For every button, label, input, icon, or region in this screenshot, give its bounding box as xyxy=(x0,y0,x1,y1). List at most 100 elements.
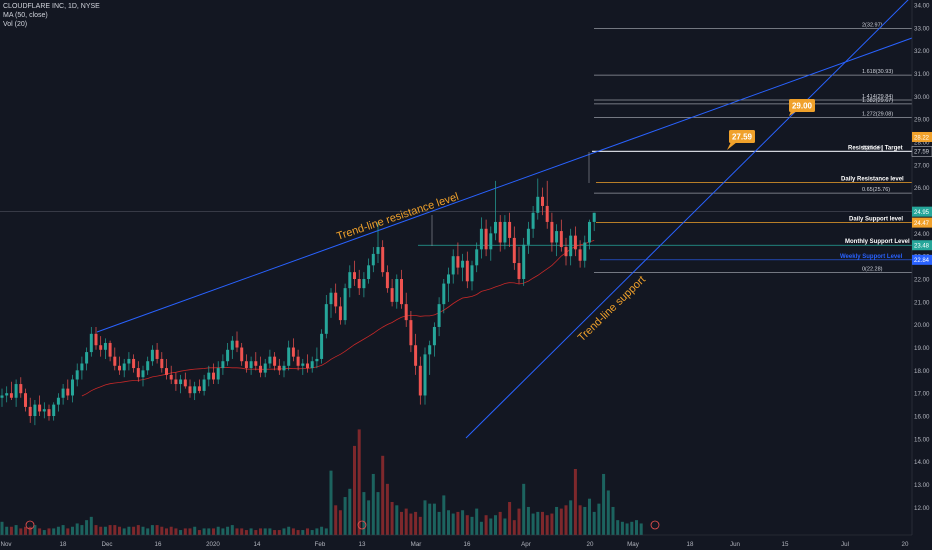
candle-body xyxy=(75,370,79,380)
volume-bar xyxy=(541,511,544,535)
volume-bar xyxy=(418,516,422,535)
candle xyxy=(212,363,215,385)
candle xyxy=(99,336,103,357)
candle xyxy=(235,331,239,353)
candle-body xyxy=(240,347,244,362)
volume-bar xyxy=(362,492,366,535)
x-tick-label: 16 xyxy=(155,541,162,548)
candle-body xyxy=(400,279,403,305)
candle-body xyxy=(414,345,418,366)
candle-body xyxy=(432,326,436,346)
candle-body xyxy=(357,279,361,289)
volume-bar xyxy=(423,500,427,535)
volume-bar xyxy=(118,526,121,535)
volume-bar xyxy=(409,513,413,535)
x-tick-label: May xyxy=(627,541,640,548)
candle xyxy=(315,347,319,369)
candle-body xyxy=(169,374,173,380)
candle-body xyxy=(155,349,159,359)
candle xyxy=(132,354,136,373)
candle xyxy=(428,340,432,375)
candle-body xyxy=(437,304,441,327)
candle xyxy=(461,253,465,282)
volume-bar xyxy=(583,506,587,535)
volume-bar xyxy=(47,528,51,535)
volume-bar xyxy=(390,502,394,535)
candle xyxy=(353,260,356,286)
candle xyxy=(155,342,159,364)
volume-bar xyxy=(428,503,432,535)
volume-bar xyxy=(620,521,624,535)
candle xyxy=(432,322,436,357)
y-tick-label: 29.00 xyxy=(914,117,930,124)
event-marker-icon xyxy=(25,520,35,530)
candle xyxy=(263,358,267,378)
volume-bar xyxy=(202,528,206,535)
volume-bar xyxy=(512,520,516,535)
volume-bar xyxy=(165,528,168,535)
volume-bar xyxy=(465,515,469,535)
volume-bar xyxy=(573,469,577,535)
candle xyxy=(33,400,37,426)
candle-body xyxy=(216,368,220,380)
candle xyxy=(202,374,206,396)
candle-body xyxy=(202,379,206,391)
candle xyxy=(306,354,309,373)
candle xyxy=(484,219,488,257)
candle-body xyxy=(541,196,544,206)
candle xyxy=(94,326,98,350)
x-tick-label: 2020 xyxy=(206,541,220,548)
candle-body xyxy=(489,233,493,250)
volume-bar xyxy=(625,523,629,535)
candle-body xyxy=(249,361,253,369)
candle xyxy=(564,237,568,266)
callout-box xyxy=(789,99,815,112)
volume-bar xyxy=(522,483,526,535)
candle-body xyxy=(254,361,258,366)
candle-body xyxy=(371,253,375,266)
volume-bar xyxy=(494,515,497,535)
candle-body xyxy=(221,361,225,369)
candle-body xyxy=(588,221,591,243)
volume-bar xyxy=(296,530,300,535)
price-label-box xyxy=(911,146,932,157)
volume-bar xyxy=(122,528,126,535)
candle-body xyxy=(141,370,145,378)
fib-label: 1.382(29.67) xyxy=(862,98,893,104)
candle xyxy=(531,205,535,238)
candle-body xyxy=(498,221,502,243)
volume-bar xyxy=(555,506,559,535)
candle-body xyxy=(526,228,530,245)
candle-body xyxy=(418,365,422,396)
candle xyxy=(141,365,145,387)
y-tick-label: 21.00 xyxy=(914,299,930,306)
volume-bar xyxy=(442,495,446,535)
candle-body xyxy=(545,205,549,222)
volume-bar xyxy=(235,528,239,535)
candle-body xyxy=(494,221,497,234)
candle xyxy=(385,265,389,293)
candle-body xyxy=(230,340,234,350)
candle-body xyxy=(508,221,512,238)
candle-body xyxy=(479,228,483,250)
candle xyxy=(42,402,46,419)
level-label: Daily Support level xyxy=(849,217,903,223)
volume-bar xyxy=(329,470,333,535)
candle xyxy=(573,226,577,257)
volume-bar xyxy=(301,530,305,535)
level-label: Weekly Support Level xyxy=(840,254,903,260)
volume-bar xyxy=(597,503,601,535)
fib-label: 1.618(30.93) xyxy=(862,69,893,75)
volume-bar xyxy=(343,497,347,535)
y-tick-label: 32.00 xyxy=(914,48,930,55)
candle-body xyxy=(484,228,488,250)
candle-body xyxy=(5,393,9,396)
x-tick-label: 20 xyxy=(587,541,594,548)
candle xyxy=(193,381,197,401)
candle xyxy=(165,358,168,380)
candle-body xyxy=(56,397,60,405)
candle-body xyxy=(71,379,74,396)
candle xyxy=(324,295,328,339)
candle xyxy=(494,180,497,241)
